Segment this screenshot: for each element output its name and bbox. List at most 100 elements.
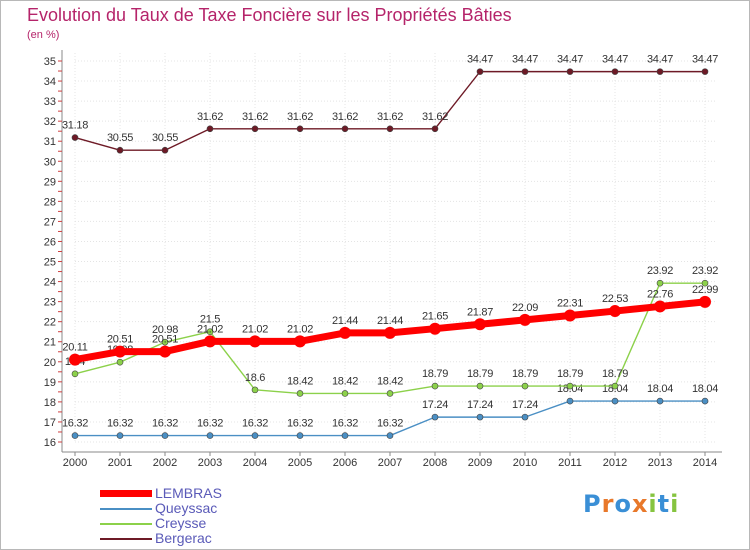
data-label-creysse: 18.6 — [245, 372, 265, 384]
data-point-queyssac — [656, 397, 664, 405]
data-point-queyssac — [251, 432, 259, 439]
data-point-lembras — [654, 300, 666, 313]
logo-letter: P — [583, 490, 602, 518]
data-point-creysse — [116, 358, 124, 366]
data-label-bergerac: 34.47 — [557, 54, 583, 66]
data-point-queyssac — [611, 397, 619, 405]
legend-swatch-queyssac — [100, 507, 152, 510]
data-label-bergerac: 34.47 — [692, 54, 718, 66]
data-label-creysse: 23.92 — [647, 265, 673, 277]
data-label-queyssac: 16.32 — [287, 418, 313, 430]
data-point-creysse — [71, 370, 79, 378]
data-point-bergerac — [296, 125, 304, 133]
data-point-queyssac — [341, 432, 349, 439]
data-label-bergerac: 30.55 — [152, 132, 178, 144]
data-point-queyssac — [161, 432, 169, 439]
data-label-queyssac: 16.32 — [152, 418, 178, 430]
y-tick-label: 21 — [44, 337, 56, 349]
data-point-creysse — [161, 338, 169, 346]
x-tick-label: 2008 — [423, 457, 447, 469]
data-point-queyssac — [296, 432, 304, 439]
data-label-bergerac: 31.62 — [422, 111, 448, 123]
data-label-lembras: 22.31 — [557, 297, 583, 309]
data-label-bergerac: 31.62 — [242, 111, 268, 123]
data-point-creysse — [566, 382, 574, 390]
data-label-bergerac: 31.62 — [287, 111, 313, 123]
data-label-bergerac: 30.55 — [107, 132, 133, 144]
data-point-creysse — [251, 386, 259, 394]
data-point-bergerac — [566, 68, 574, 75]
data-label-lembras: 20.11 — [62, 342, 87, 354]
data-label-queyssac: 16.32 — [197, 418, 223, 430]
data-label-bergerac: 31.18 — [62, 120, 88, 132]
data-label-queyssac: 17.24 — [422, 399, 448, 411]
data-point-queyssac — [566, 397, 574, 405]
y-tick-label: 26 — [44, 236, 56, 248]
data-label-lembras: 22.53 — [602, 293, 628, 305]
data-point-queyssac — [116, 432, 124, 439]
data-point-queyssac — [476, 413, 484, 421]
logo-letter: i — [670, 490, 680, 518]
data-point-creysse — [296, 390, 304, 397]
chart-title: Evolution du Taux de Taxe Foncière sur l… — [27, 5, 512, 25]
data-point-bergerac — [206, 125, 214, 133]
data-point-creysse — [521, 382, 529, 390]
logo-letter: i — [648, 490, 658, 518]
data-label-lembras: 21.44 — [332, 315, 358, 327]
data-label-creysse: 18.79 — [557, 368, 583, 380]
legend-swatch-lembras — [100, 490, 152, 497]
data-point-creysse — [386, 390, 394, 397]
data-label-queyssac: 16.32 — [107, 418, 133, 430]
legend-item-creysse: Creysse — [100, 516, 222, 531]
data-label-queyssac: 16.32 — [62, 418, 88, 430]
data-point-bergerac — [701, 68, 709, 75]
data-point-lembras — [69, 353, 81, 366]
data-point-lembras — [384, 326, 396, 339]
data-label-bergerac: 34.47 — [467, 54, 493, 66]
x-tick-label: 2000 — [63, 457, 87, 469]
proxiti-logo: Proxiti — [583, 490, 679, 518]
data-point-bergerac — [116, 146, 124, 154]
data-point-bergerac — [431, 125, 439, 133]
y-tick-label: 28 — [44, 196, 56, 208]
y-tick-label: 34 — [44, 76, 56, 88]
y-tick-label: 18 — [44, 397, 56, 409]
data-label-creysse: 18.79 — [422, 368, 448, 380]
data-point-lembras — [474, 318, 486, 331]
data-label-queyssac: 16.32 — [332, 418, 358, 430]
legend-swatch-creysse — [100, 522, 152, 525]
data-point-bergerac — [161, 146, 169, 154]
x-tick-label: 2010 — [513, 457, 537, 469]
data-point-creysse — [476, 382, 484, 390]
logo-letter: o — [614, 490, 632, 518]
data-label-lembras: 21.02 — [197, 323, 223, 335]
data-label-creysse: 20.98 — [152, 324, 178, 336]
data-point-bergerac — [71, 134, 79, 141]
x-tick-label: 2001 — [108, 457, 132, 469]
x-tick-label: 2003 — [198, 457, 222, 469]
data-point-lembras — [339, 326, 351, 339]
data-label-lembras: 20.51 — [152, 334, 178, 346]
data-label-lembras: 21.02 — [242, 323, 268, 335]
data-point-bergerac — [251, 125, 259, 133]
data-point-queyssac — [71, 432, 79, 439]
data-point-creysse — [656, 279, 664, 287]
data-label-lembras: 22.76 — [647, 288, 673, 300]
data-point-bergerac — [656, 68, 664, 75]
x-tick-label: 2012 — [603, 457, 627, 469]
data-label-queyssac: 16.32 — [242, 418, 268, 430]
data-point-lembras — [114, 345, 126, 358]
logo-letter: x — [631, 490, 649, 518]
legend-item-lembras: LEMBRAS — [100, 486, 222, 501]
data-label-queyssac: 17.24 — [467, 399, 493, 411]
data-label-creysse: 18.42 — [332, 375, 358, 387]
y-tick-label: 35 — [44, 56, 56, 68]
data-label-bergerac: 31.62 — [332, 111, 358, 123]
data-point-lembras — [429, 322, 441, 335]
y-tick-label: 20 — [44, 357, 56, 369]
x-tick-label: 2002 — [153, 457, 177, 469]
data-point-lembras — [609, 305, 621, 318]
data-point-queyssac — [701, 397, 709, 405]
y-tick-label: 29 — [44, 176, 56, 188]
